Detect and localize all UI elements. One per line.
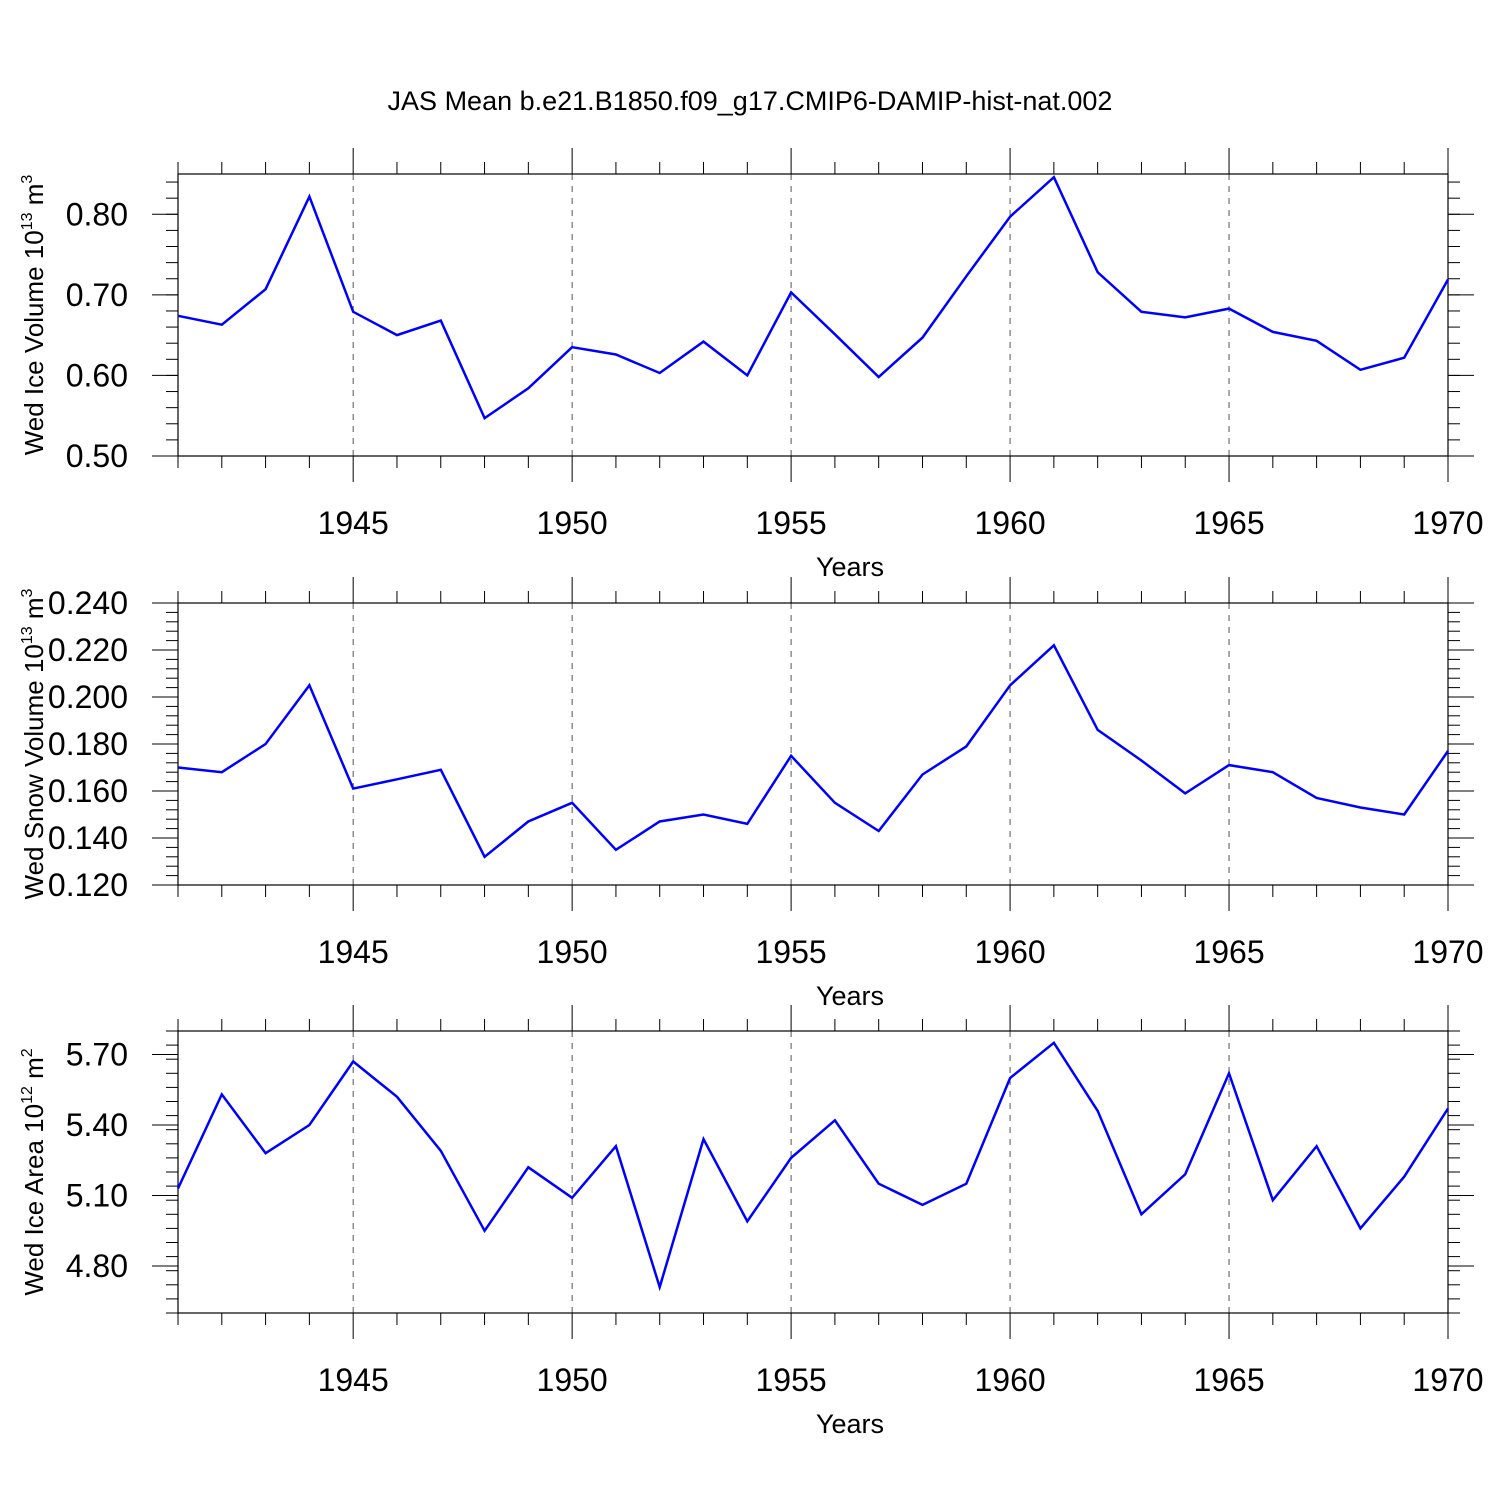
x-tick-label: 1945 (318, 934, 389, 970)
plot-frame (177, 173, 1449, 457)
plot-frame (177, 602, 1449, 886)
x-axis-label: Years (816, 981, 884, 1011)
y-tick-label: 0.220 (48, 632, 128, 668)
x-tick-label: 1965 (1193, 934, 1264, 970)
y-tick-label: 5.10 (66, 1178, 128, 1214)
x-tick-label: 1945 (318, 505, 389, 541)
x-tick-label: 1945 (318, 1362, 389, 1398)
y-tick-label: 5.40 (66, 1107, 128, 1143)
panel-snow-volume: 1945 1950 1955 1960 1965 1970 Years 0.120 0.140 0… (19, 577, 1484, 1011)
x-axis-label: Years (816, 552, 884, 582)
y-tick-label: 0.240 (48, 585, 128, 621)
y-tick-label: 0.140 (48, 820, 128, 856)
y-axis-label: Wed Ice Area 1012 m2 (19, 1048, 49, 1295)
y-tick-label: 0.120 (48, 867, 128, 903)
y-tick-label: 0.50 (66, 438, 128, 474)
x-tick-label: 1950 (537, 505, 608, 541)
y-tick-label: 4.80 (66, 1248, 128, 1284)
y-tick-label: 5.70 (66, 1037, 128, 1073)
x-tick-label: 1955 (756, 934, 827, 970)
x-tick-label: 1960 (974, 1362, 1045, 1398)
y-axis-label: Wed Ice Volume 1013 m3 (19, 175, 49, 456)
x-tick-label: 1965 (1193, 505, 1264, 541)
data-series-line (177, 643, 1450, 859)
x-axis-label: Years (816, 1409, 884, 1439)
x-tick-label: 1955 (756, 1362, 827, 1398)
x-tick-label: 1950 (537, 934, 608, 970)
x-tick-label: 1955 (756, 505, 827, 541)
data-series-line (176, 1040, 1450, 1292)
y-tick-label: 0.180 (48, 726, 128, 762)
x-tick-label: 1970 (1412, 1362, 1483, 1398)
y-tick-label: 0.70 (66, 277, 128, 313)
panel-ice-volume: 1945 1950 1955 1960 1965 1970 Years 0.50 0.60 0.7… (19, 148, 1484, 582)
x-tick-label: 1970 (1412, 934, 1483, 970)
y-tick-label: 0.200 (48, 679, 128, 715)
data-series-line (177, 175, 1450, 420)
x-tick-label: 1950 (537, 1362, 608, 1398)
x-tick-label: 1960 (974, 505, 1045, 541)
x-tick-label: 1960 (974, 934, 1045, 970)
y-axis-label: Wed Snow Volume 1013 m3 (19, 588, 49, 899)
chart-title: JAS Mean b.e21.B1850.f09_g17.CMIP6-DAMIP… (388, 86, 1113, 116)
y-tick-label: 0.160 (48, 773, 128, 809)
x-tick-label: 1965 (1193, 1362, 1264, 1398)
x-tick-label: 1970 (1412, 505, 1483, 541)
y-tick-label: 0.60 (66, 357, 128, 393)
y-tick-label: 0.80 (66, 196, 128, 232)
panel-ice-area: 1945 1950 1955 1960 1965 1970 Years 4.80 5.10 5.4… (19, 1005, 1484, 1439)
